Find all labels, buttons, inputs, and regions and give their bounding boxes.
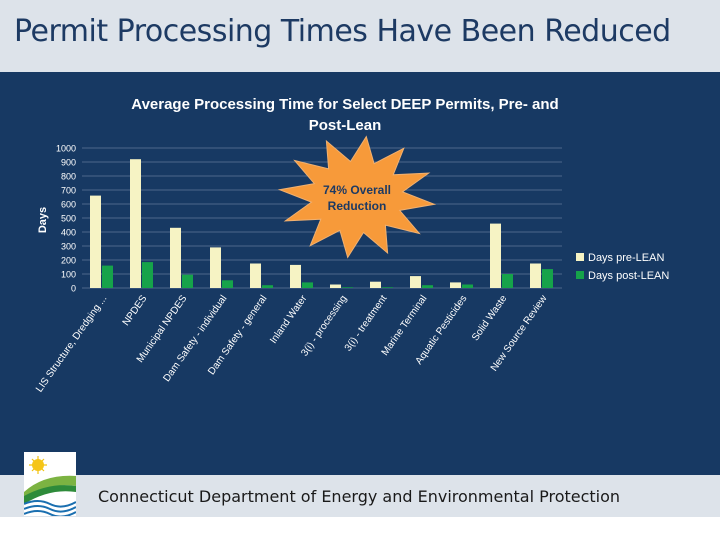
bar-post-7 [382,287,393,288]
x-tick-label: LIS Structure, Dredging ... [34,293,109,394]
slide-title-bar: Permit Processing Times Have Been Reduce… [0,0,720,72]
annotation-line-2: Reduction [328,199,387,213]
x-tick-label: NPDES [121,293,150,328]
legend-swatch-post [576,271,584,279]
y-tick-label: 900 [61,158,76,168]
chart-title-line-2: Post-Lean [309,117,382,134]
bar-post-2 [182,274,193,288]
footer-text: Connecticut Department of Energy and Env… [98,487,621,506]
bar-pre-7 [370,281,381,288]
y-axis-label: Days [37,207,49,233]
footer-bar: Connecticut Department of Energy and Env… [0,475,720,517]
bar-pre-10 [490,223,501,288]
legend-label-pre: Days pre-LEAN [588,252,664,264]
bars [90,159,553,288]
y-tick-labels: 0 100 200 300 400 500 600 700 800 900 1000 [56,144,76,294]
bar-pre-0 [90,195,101,288]
x-tick-labels: LIS Structure, Dredging ... NPDESMunicipa… [34,293,550,395]
bar-chart: Average Processing Time for Select DEEP … [34,96,669,395]
bar-pre-2 [170,227,181,288]
chart-panel: Average Processing Time for Select DEEP … [0,72,720,475]
legend-swatch-pre [576,253,584,261]
bar-pre-8 [410,276,421,288]
x-tick-label: 3(i) - treatment [343,293,390,353]
y-tick-label: 0 [71,284,76,294]
bar-pre-5 [290,264,301,288]
y-tick-label: 700 [61,186,76,196]
deep-sun-waves-logo-icon [24,452,76,516]
slide-title: Permit Processing Times Have Been Reduce… [14,14,671,49]
bar-post-1 [142,262,153,288]
bar-pre-6 [330,284,341,288]
y-tick-label: 800 [61,172,76,182]
legend-label-post: Days post-LEAN [588,270,669,282]
y-tick-label: 1000 [56,144,76,154]
y-tick-label: 500 [61,214,76,224]
bar-pre-4 [250,263,261,288]
y-tick-label: 100 [61,270,76,280]
bar-post-8 [422,285,433,288]
bar-pre-3 [210,247,221,288]
bar-post-6 [342,287,353,288]
bar-post-9 [462,284,473,288]
bar-post-11 [542,269,553,288]
bar-post-10 [502,274,513,288]
legend: Days pre-LEAN Days post-LEAN [576,252,669,282]
chart-title-line-1: Average Processing Time for Select DEEP … [131,96,558,113]
bar-post-4 [262,285,273,288]
x-tick-label: Inland Water [268,293,310,346]
starburst-shape [277,135,437,259]
annotation-line-1: 74% Overall [323,183,391,197]
bar-pre-9 [450,282,461,288]
y-tick-label: 200 [61,256,76,266]
x-tick-label: Solid Waste [470,293,510,343]
reduction-starburst: 74% Overall Reduction [277,135,437,259]
bar-pre-1 [130,159,141,288]
bar-post-0 [102,265,113,288]
bar-post-5 [302,282,313,288]
y-tick-label: 600 [61,200,76,210]
bar-post-3 [222,280,233,288]
y-tick-label: 400 [61,228,76,238]
bar-pre-11 [530,263,541,288]
y-tick-label: 300 [61,242,76,252]
